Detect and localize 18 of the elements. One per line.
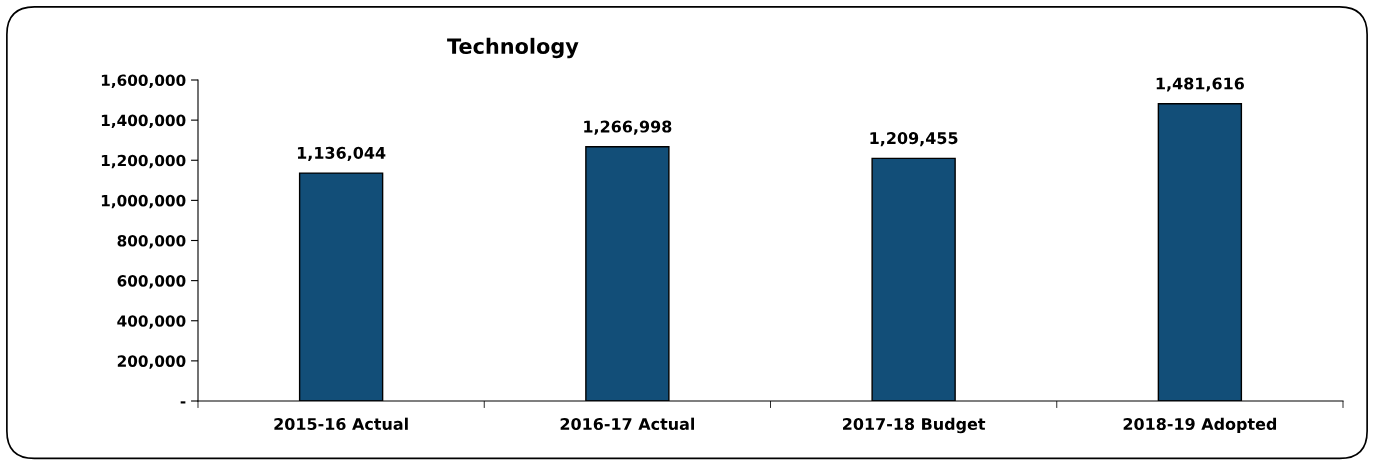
y-tick-label: 200,000 xyxy=(117,355,186,369)
x-tick-label: 2018-19 Adopted xyxy=(1123,417,1277,434)
data-label: 1,266,998 xyxy=(584,120,672,135)
y-tick-label: 1,000,000 xyxy=(101,194,186,209)
data-label: 1,209,455 xyxy=(870,132,958,147)
chart-title: Technology xyxy=(447,37,579,59)
data-label: 1,136,044 xyxy=(297,146,386,161)
y-tick-label: 1,600,000 xyxy=(101,74,186,88)
y-tick-label: 400,000 xyxy=(117,315,186,329)
x-tick-label: 2017-18 Budget xyxy=(843,417,986,434)
y-tick-label: 800,000 xyxy=(117,234,186,249)
y-tick-label: 1,200,000 xyxy=(101,154,186,169)
y-tick-label: - xyxy=(180,401,186,404)
x-tick-label: 2016-17 Actual xyxy=(560,417,695,431)
x-tick-label: 2015-16 Actual xyxy=(274,417,408,431)
y-tick-label: 600,000 xyxy=(117,275,186,289)
y-tick-label: 1,400,000 xyxy=(101,114,186,129)
data-label: 1,481,616 xyxy=(1156,77,1244,92)
